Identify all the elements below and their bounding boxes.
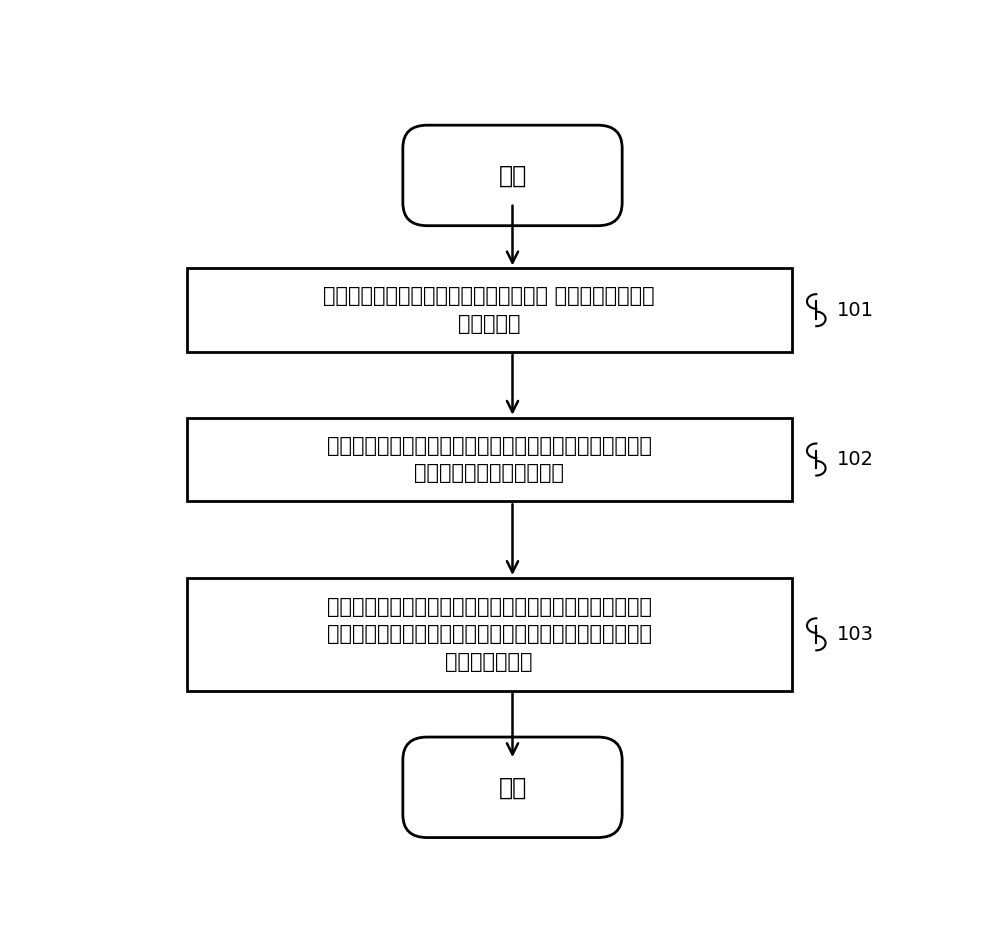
- Text: 结束: 结束: [498, 776, 527, 799]
- Text: 别人脸动作结果: 别人脸动作结果: [446, 652, 533, 672]
- FancyBboxPatch shape: [403, 737, 622, 837]
- Text: 102: 102: [836, 450, 873, 469]
- Text: 101: 101: [836, 301, 873, 320]
- Text: 作对应的人脸肌肉运动参数: 作对应的人脸肌肉运动参数: [414, 464, 564, 483]
- Text: 开始: 开始: [498, 164, 527, 187]
- Text: 将音频向量输入参数识别模型进行处理，输出待识别人脸动: 将音频向量输入参数识别模型进行处理，输出待识别人脸动: [327, 436, 652, 456]
- Text: 的音频向量: 的音频向量: [458, 314, 520, 334]
- Bar: [187, 578, 792, 691]
- Text: 按人脸肌肉分布划分的多个弹性体上的角点运动，得到待识: 按人脸肌肉分布划分的多个弹性体上的角点运动，得到待识: [327, 624, 652, 644]
- Bar: [187, 269, 792, 352]
- Text: 对待识别人脸动作的语音信号进行处理， 得到语音信号对应: 对待识别人脸动作的语音信号进行处理， 得到语音信号对应: [323, 287, 655, 307]
- FancyBboxPatch shape: [403, 125, 622, 226]
- Text: 通过待识别人脸动作的人脸肌肉运动参数，控制人脸模型中: 通过待识别人脸动作的人脸肌肉运动参数，控制人脸模型中: [327, 597, 652, 617]
- Bar: [187, 417, 792, 501]
- Text: 103: 103: [836, 625, 873, 644]
